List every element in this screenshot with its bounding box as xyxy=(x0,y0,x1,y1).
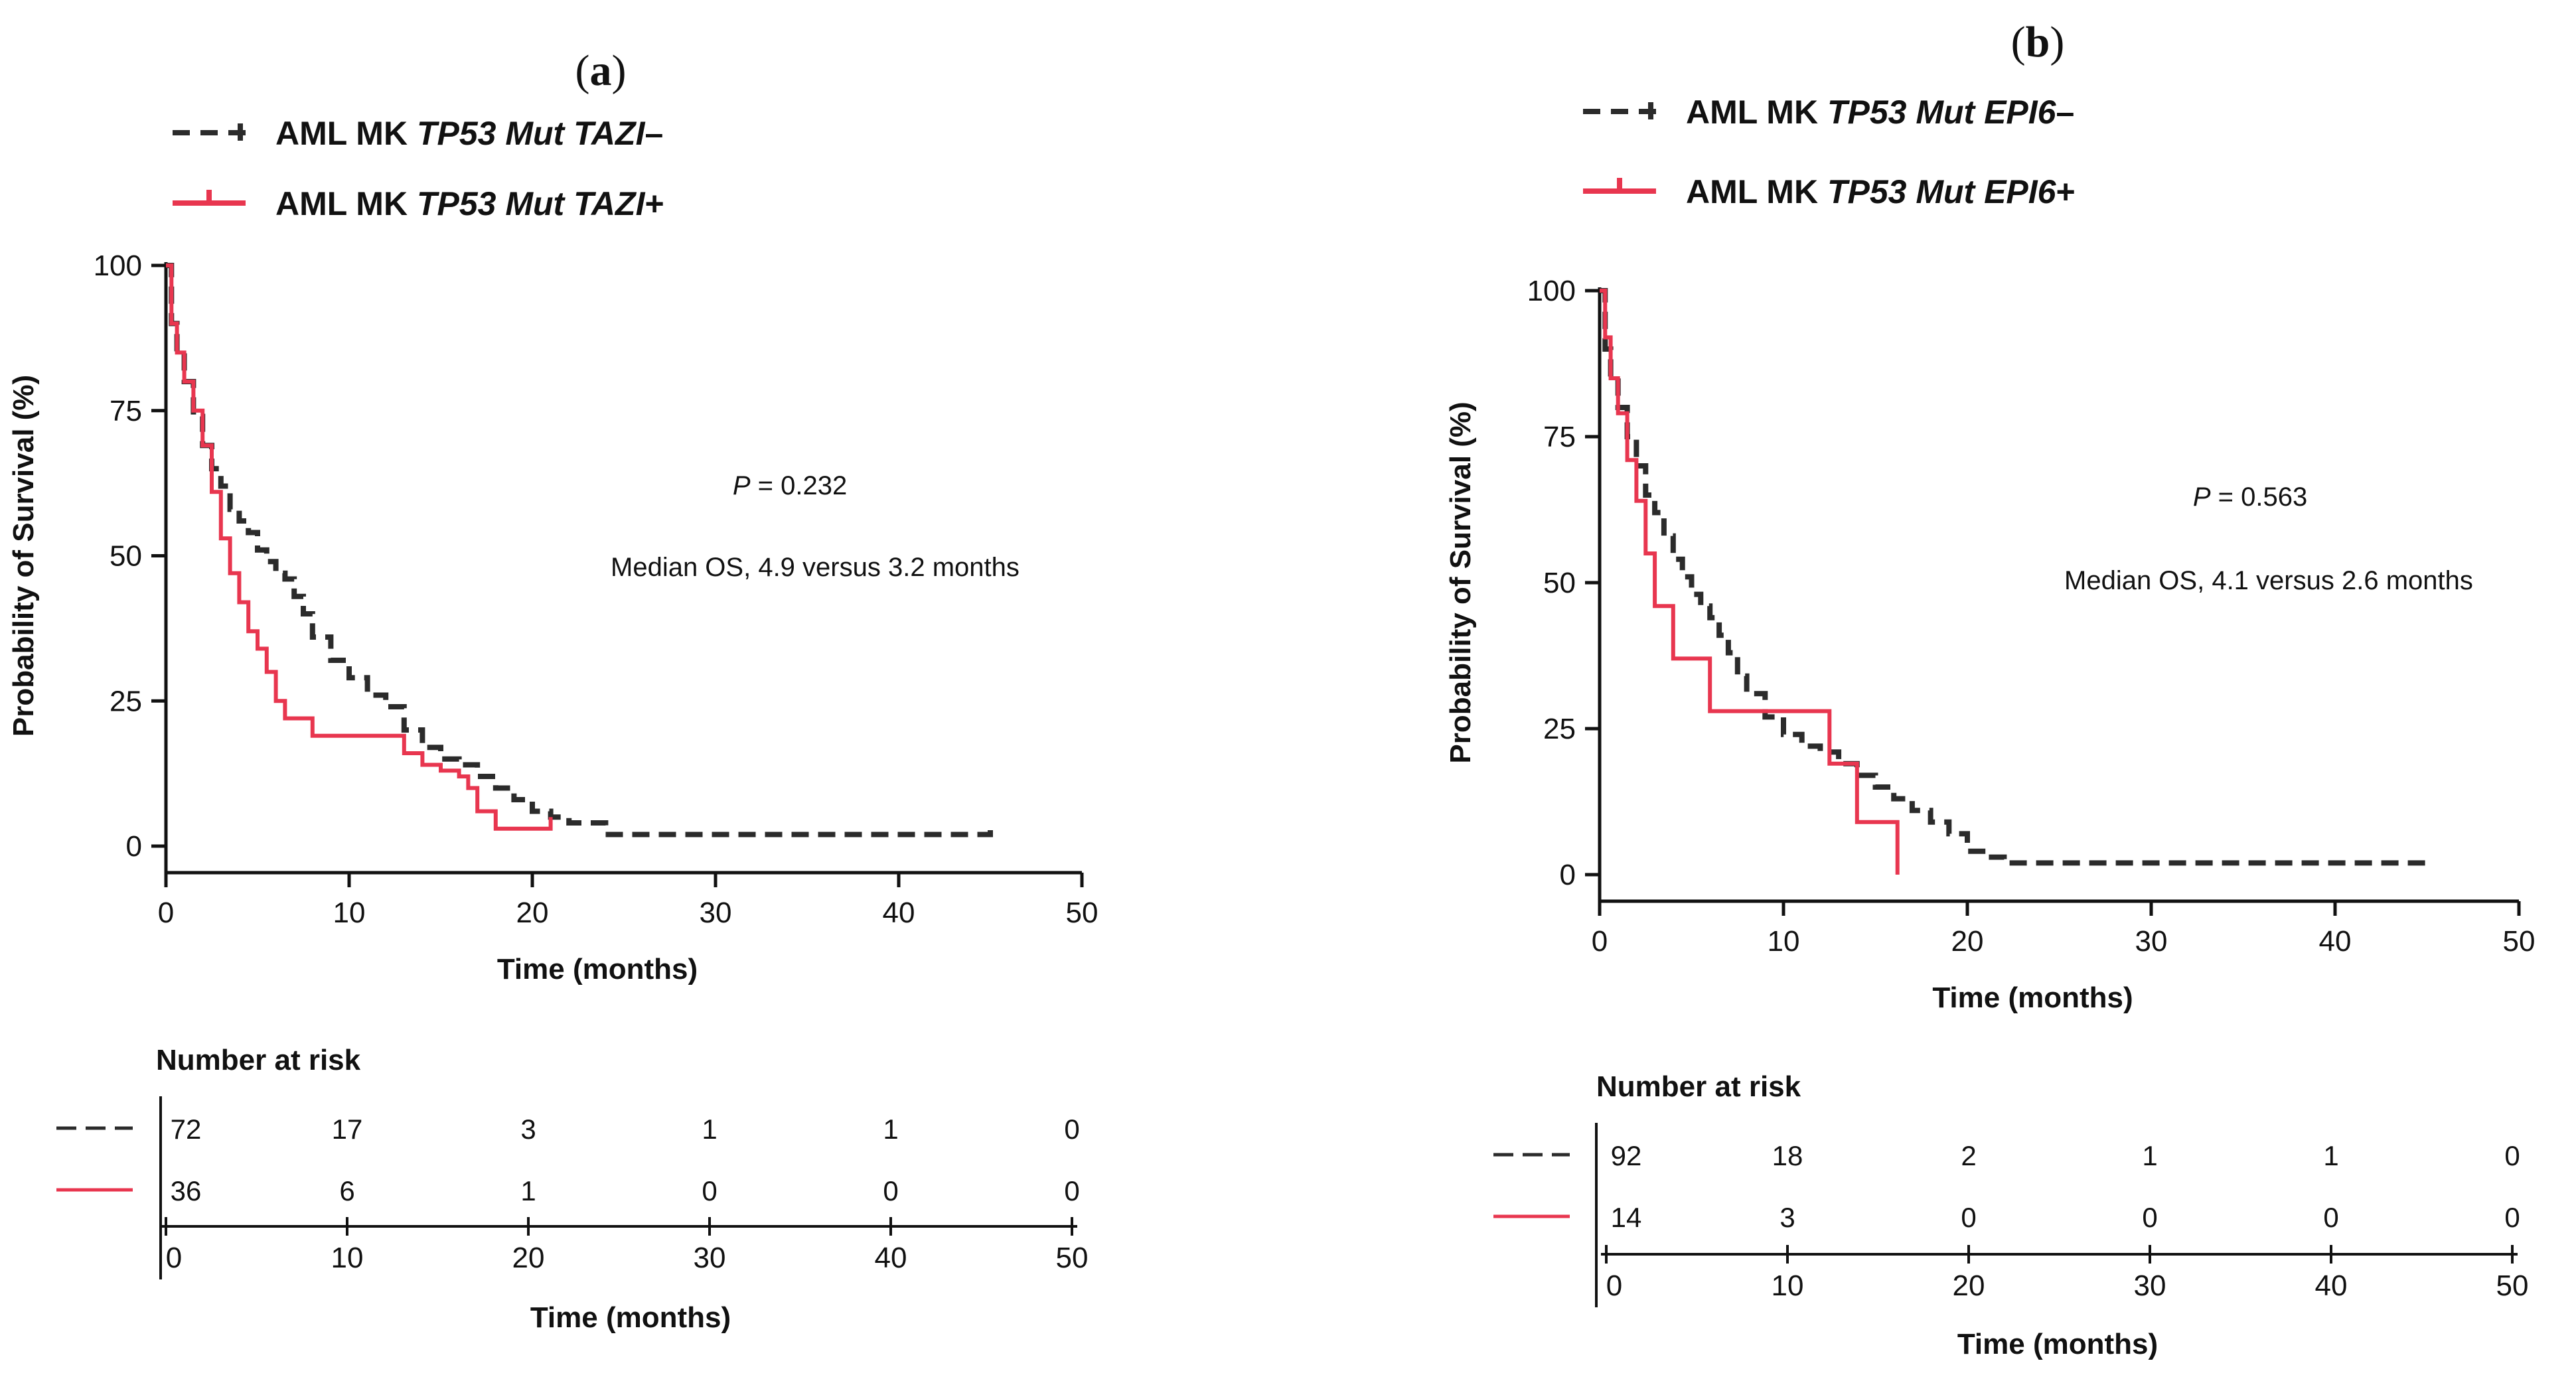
risk-count: 2 xyxy=(1961,1140,1976,1171)
y-tick-label: 25 xyxy=(1543,713,1576,745)
risk-count: 72 xyxy=(171,1114,202,1145)
legend-swatch-solid xyxy=(173,190,246,206)
legend-entry-positive: AML MK TP53 Mut EPI6+ xyxy=(1583,173,2076,210)
x-tick-label: 30 xyxy=(700,897,732,929)
y-tick-label: 100 xyxy=(1527,275,1576,307)
risk-count: 0 xyxy=(883,1175,898,1206)
risk-axis-tick-label: 10 xyxy=(331,1242,364,1274)
panel-label: (b) xyxy=(2011,18,2065,66)
legend-label: AML MK TP53 Mut EPI6+ xyxy=(1686,173,2076,210)
risk-count: 0 xyxy=(1064,1114,1079,1145)
risk-axis-tick-label: 50 xyxy=(1056,1242,1089,1274)
risk-count: 92 xyxy=(1611,1140,1642,1171)
risk-axis-tick-label: 30 xyxy=(2134,1269,2166,1302)
legend-entry-negative: AML MK TP53 Mut EPI6– xyxy=(1583,94,2074,131)
legend-swatch-dashed xyxy=(1583,102,1656,121)
risk-axis-tick-label: 20 xyxy=(512,1242,545,1274)
risk-count: 36 xyxy=(171,1175,202,1206)
x-tick-label: 20 xyxy=(1951,925,1984,958)
risk-axis-tick-label: 40 xyxy=(2315,1269,2348,1302)
median-os-annotation: Median OS, 4.1 versus 2.6 months xyxy=(2064,566,2473,595)
x-tick-label: 20 xyxy=(516,897,549,929)
x-tick-label: 50 xyxy=(2503,925,2536,958)
risk-axis-tick-label: 0 xyxy=(166,1242,182,1274)
y-tick-label: 50 xyxy=(110,540,142,573)
risk-count: 1 xyxy=(2323,1140,2338,1171)
risk-axis-title: Time (months) xyxy=(1957,1328,2158,1360)
risk-count: 0 xyxy=(2142,1202,2157,1233)
legend-label: AML MK TP53 Mut EPI6– xyxy=(1686,94,2074,131)
risk-count: 0 xyxy=(2323,1202,2338,1233)
risk-count: 0 xyxy=(702,1175,717,1206)
x-tick-label: 40 xyxy=(883,897,915,929)
risk-count: 6 xyxy=(339,1175,354,1206)
legend-entry-negative: AML MK TP53 Mut TAZI– xyxy=(173,115,663,152)
risk-count: 17 xyxy=(332,1114,363,1145)
y-tick-label: 0 xyxy=(1560,859,1576,891)
y-tick-label: 75 xyxy=(110,395,142,427)
x-tick-label: 40 xyxy=(2319,925,2352,958)
chart-panel-b: (b) AML MK TP53 Mut EPI6– AML MK TP53 Mut … xyxy=(1444,18,2535,1360)
risk-axis-tick-label: 10 xyxy=(1772,1269,1804,1302)
axes: 0 25 50 75 100 0 10 20 30 40 50 Time (months) Probab… xyxy=(1444,275,2535,1014)
x-tick-label: 0 xyxy=(1592,925,1608,958)
risk-count: 3 xyxy=(520,1114,536,1145)
x-axis-title: Time (months) xyxy=(1932,981,2133,1014)
y-axis-title: Probability of Survival (%) xyxy=(7,375,40,737)
risk-axis-tick-label: 50 xyxy=(2496,1269,2529,1302)
risk-count: 1 xyxy=(2142,1140,2157,1171)
legend-label: AML MK TP53 Mut TAZI+ xyxy=(275,185,664,222)
survival-curve-negative xyxy=(1600,288,2430,866)
survival-curve-positive xyxy=(1600,289,1900,875)
risk-axis-tick-label: 40 xyxy=(875,1242,907,1274)
x-tick-label: 50 xyxy=(1066,897,1099,929)
risk-count: 14 xyxy=(1611,1202,1642,1233)
y-axis-title: Probability of Survival (%) xyxy=(1444,401,1477,763)
risk-count: 0 xyxy=(1961,1202,1976,1233)
x-tick-label: 10 xyxy=(333,897,366,929)
risk-count: 1 xyxy=(883,1114,898,1145)
risk-table-title: Number at risk xyxy=(1596,1070,1801,1103)
risk-count: 1 xyxy=(702,1114,717,1145)
chart-panel-a: (a) AML MK TP53 Mut TAZI– AML MK TP53 Mut … xyxy=(7,46,1098,1334)
legend-swatch-solid xyxy=(1583,178,1656,194)
y-tick-label: 25 xyxy=(110,685,142,717)
y-tick-label: 50 xyxy=(1543,567,1576,599)
risk-axis-title: Time (months) xyxy=(530,1301,731,1334)
median-os-annotation: Median OS, 4.9 versus 3.2 months xyxy=(611,553,1020,582)
risk-table-title: Number at risk xyxy=(156,1044,361,1076)
panel-label: (a) xyxy=(575,46,627,95)
risk-axis-tick-label: 0 xyxy=(1606,1269,1622,1302)
p-value-annotation: P = 0.232 xyxy=(733,471,847,500)
x-tick-label: 30 xyxy=(2135,925,2168,958)
risk-count: 3 xyxy=(1780,1202,1795,1233)
risk-count: 0 xyxy=(2504,1140,2520,1171)
legend-label: AML MK TP53 Mut TAZI– xyxy=(275,115,663,152)
survival-curve-negative xyxy=(166,263,993,837)
axes: 0 25 50 75 100 0 10 20 30 40 50 Time (months) Probab… xyxy=(7,250,1098,985)
risk-axis-tick-label: 20 xyxy=(1953,1269,1985,1302)
x-axis-title: Time (months) xyxy=(497,953,698,985)
p-value-annotation: P = 0.563 xyxy=(2193,482,2307,512)
y-tick-label: 100 xyxy=(94,250,142,282)
risk-axis-tick-label: 30 xyxy=(694,1242,726,1274)
risk-count: 1 xyxy=(520,1175,536,1206)
legend-entry-positive: AML MK TP53 Mut TAZI+ xyxy=(173,185,664,222)
x-tick-label: 0 xyxy=(158,897,174,929)
y-tick-label: 75 xyxy=(1543,421,1576,453)
legend-swatch-dashed xyxy=(173,123,246,142)
risk-count: 0 xyxy=(2504,1202,2520,1233)
survival-curve-positive xyxy=(166,263,553,831)
risk-count: 18 xyxy=(1772,1140,1803,1171)
y-tick-label: 0 xyxy=(126,830,142,863)
risk-count: 0 xyxy=(1064,1175,1079,1206)
x-tick-label: 10 xyxy=(1768,925,1800,958)
